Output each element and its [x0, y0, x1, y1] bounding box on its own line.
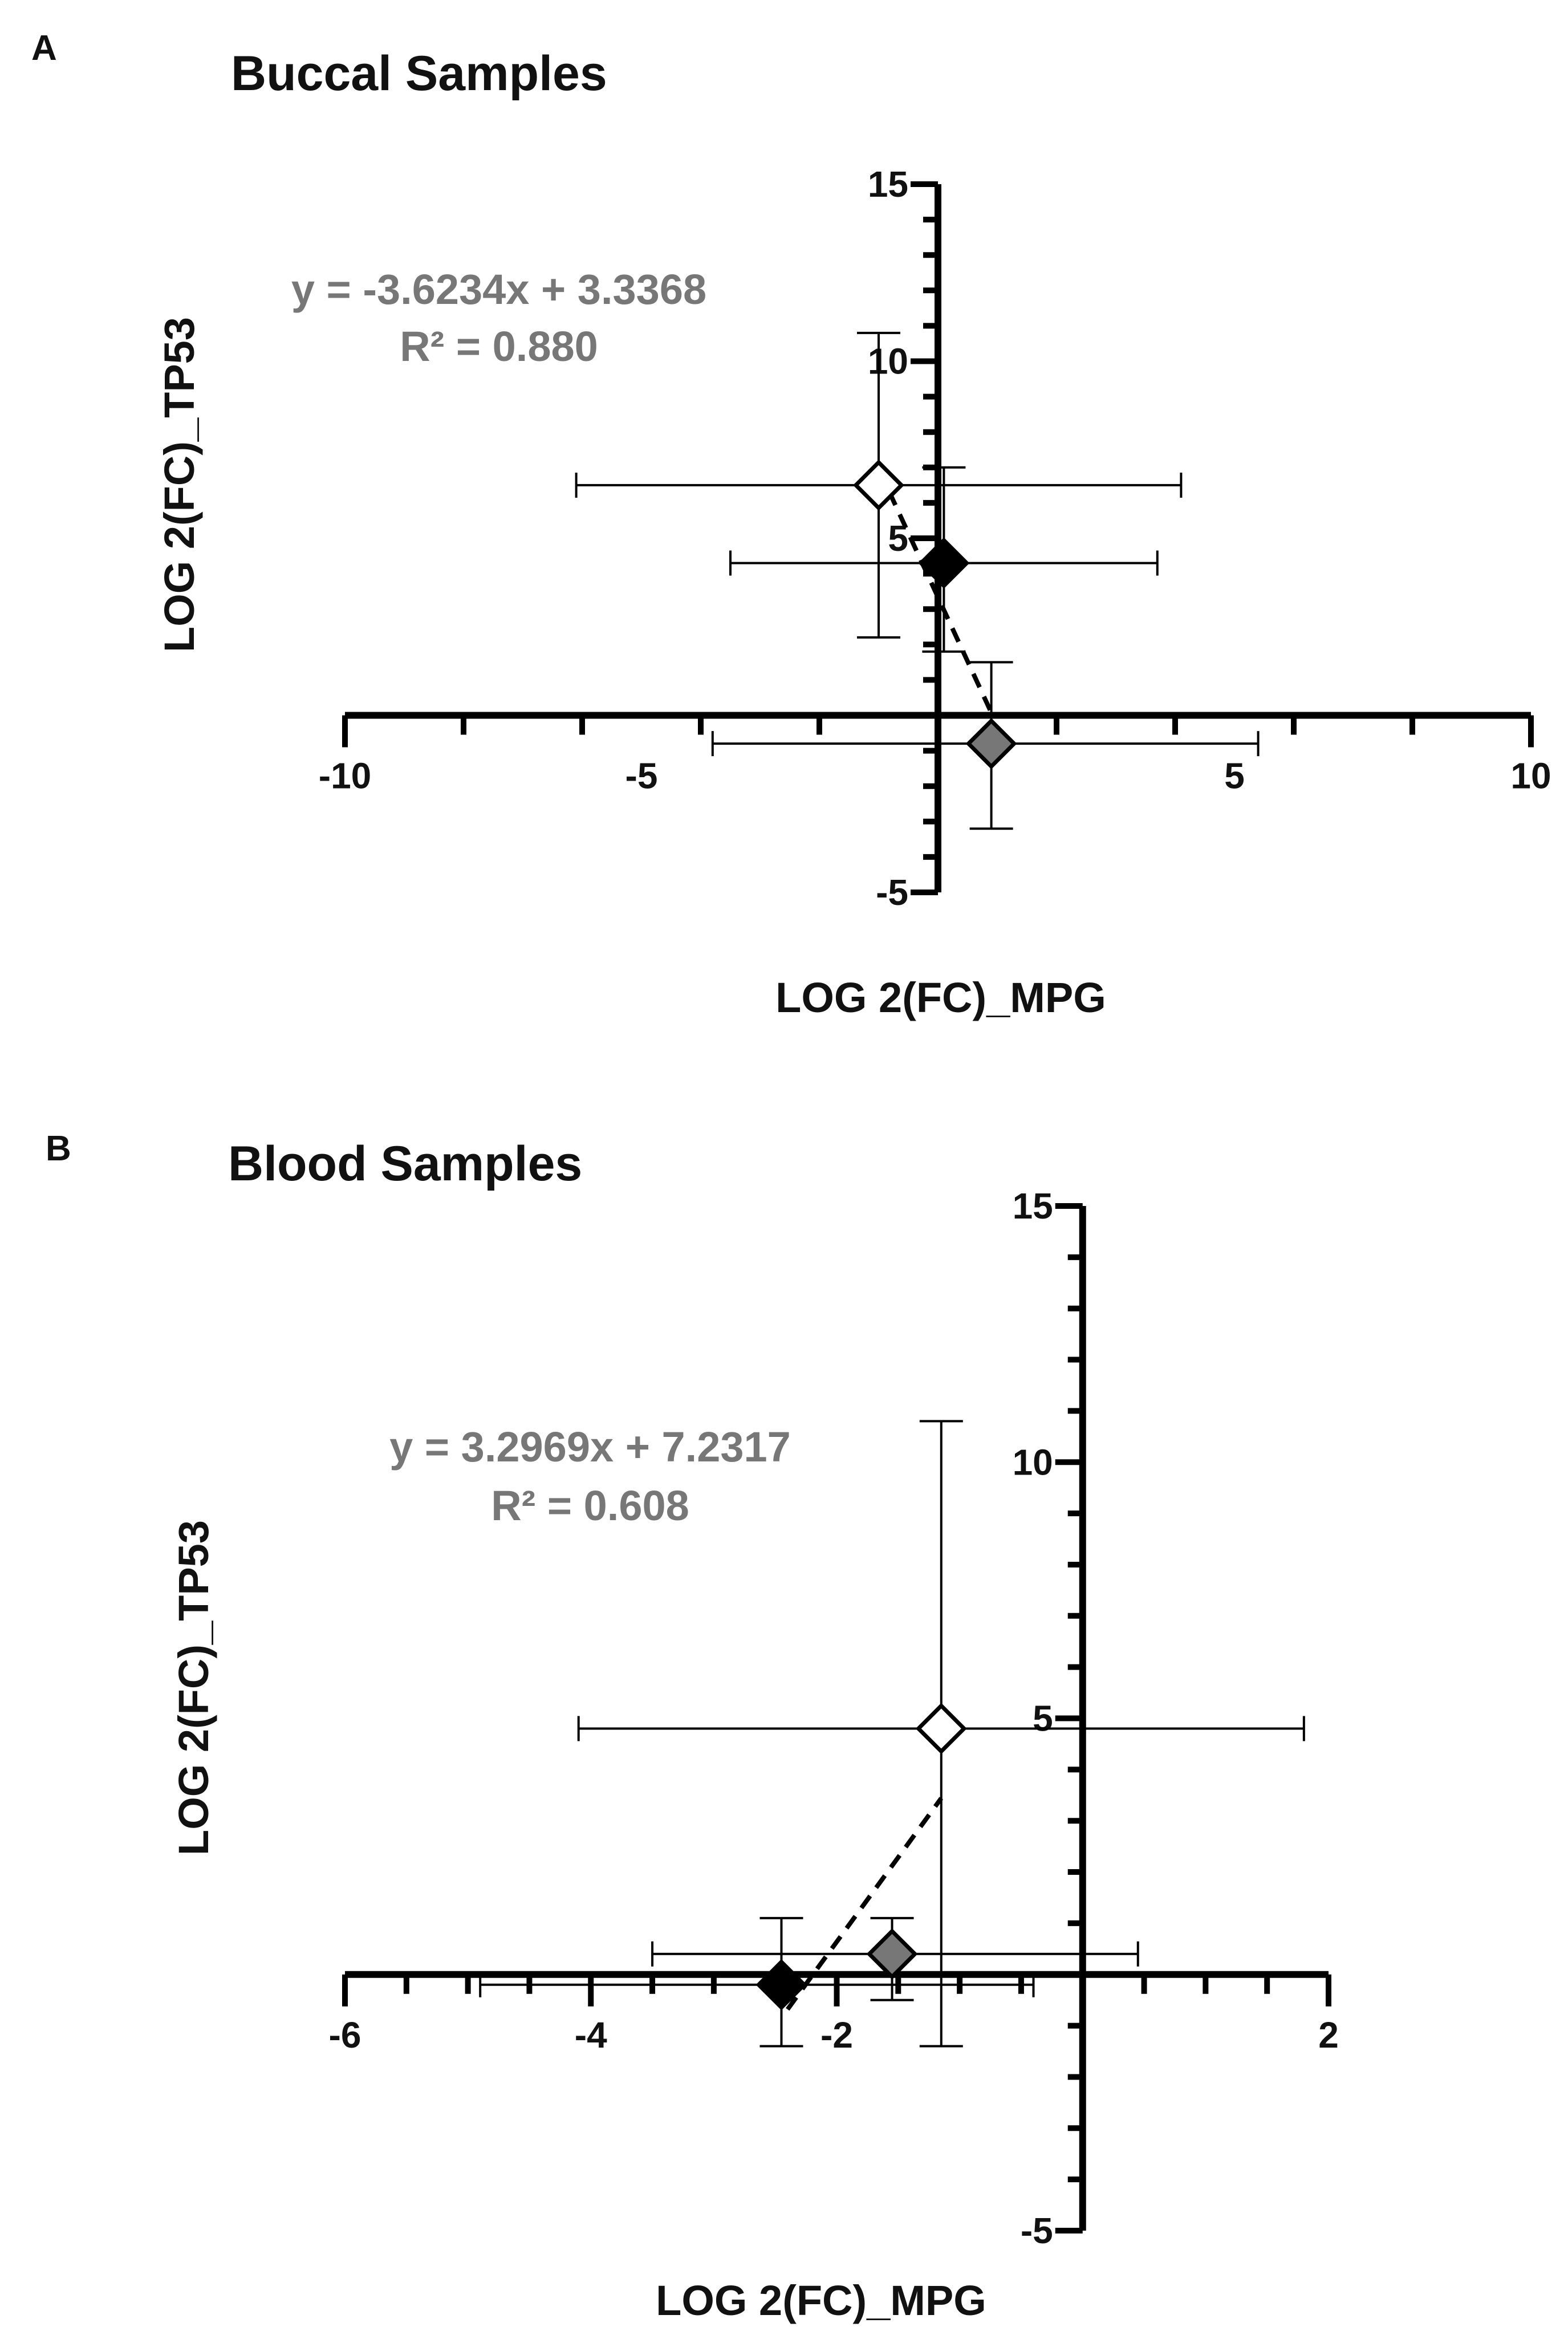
x-tick-label: 2	[1318, 2015, 1339, 2056]
panel-b: B Blood Samples y = 3.2969x + 7.2317 R² …	[46, 1129, 1339, 2324]
x-tick-label: -4	[575, 2015, 607, 2056]
panel-a: A Buccal Samples y = -3.6234x + 3.3368 R…	[31, 29, 1551, 1021]
black-diamond-point	[755, 1959, 807, 2011]
y-tick-label: 10	[868, 341, 908, 382]
panel-b-plot: -6 -4 -2 2 -5 5 10 15	[329, 1185, 1339, 2251]
white-diamond-point	[915, 1703, 967, 1755]
x-tick-label: 5	[1224, 756, 1245, 797]
panel-b-x-axis-title: LOG 2(FC)_MPG	[656, 2277, 986, 2324]
regression-line	[786, 1797, 944, 2011]
x-tick-label: -5	[625, 756, 658, 797]
panel-a-x-axis-title: LOG 2(FC)_MPG	[775, 974, 1106, 1021]
gray-diamond-point	[965, 718, 1017, 770]
panel-a-equation: y = -3.6234x + 3.3368	[291, 266, 706, 313]
gray-diamond-point	[866, 1928, 918, 1980]
y-tick-label: 10	[1013, 1441, 1053, 1483]
panel-a-title: Buccal Samples	[231, 46, 607, 101]
white-diamond-point	[853, 459, 904, 511]
black-diamond-point	[918, 537, 970, 589]
panel-a-letter: A	[31, 29, 57, 68]
x-tick-label: -10	[319, 756, 372, 797]
panel-b-y-axis-title: LOG 2(FC)_TP53	[170, 1520, 217, 1855]
panel-b-r-squared: R² = 0.608	[491, 1482, 689, 1529]
y-tick-label: -5	[1021, 2210, 1053, 2251]
x-tick-label: 10	[1510, 756, 1551, 797]
panel-a-r-squared: R² = 0.880	[400, 323, 598, 370]
y-tick-label: 15	[1013, 1185, 1053, 1227]
y-tick-label: 5	[1033, 1698, 1053, 1739]
y-tick-label: -5	[876, 872, 908, 913]
panel-b-letter: B	[46, 1129, 71, 1168]
panel-b-title: Blood Samples	[228, 1136, 582, 1191]
x-tick-label: -6	[329, 2015, 361, 2056]
panel-b-equation: y = 3.2969x + 7.2317	[389, 1423, 791, 1471]
panel-a-y-axis-title: LOG 2(FC)_TP53	[156, 317, 203, 652]
x-tick-label: -2	[820, 2015, 853, 2056]
y-tick-label: 15	[868, 164, 908, 205]
regression-line	[876, 468, 994, 714]
